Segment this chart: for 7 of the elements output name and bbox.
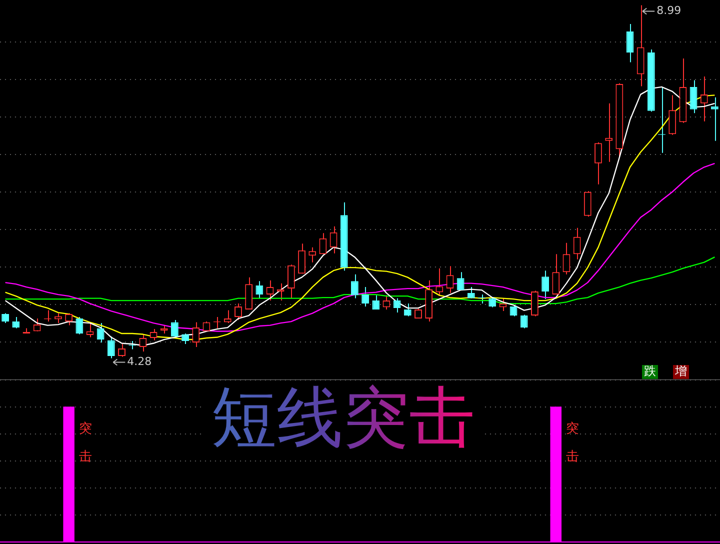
annotation: 突击 (566, 421, 579, 464)
annotation: 8.99 (656, 4, 682, 18)
annotation: 增 (674, 364, 687, 378)
annotation: 突击 (78, 421, 92, 464)
chart-title: 短线突击 (211, 379, 475, 456)
annotation: 跌 (644, 364, 656, 378)
annotation: 4.28 (127, 355, 152, 368)
